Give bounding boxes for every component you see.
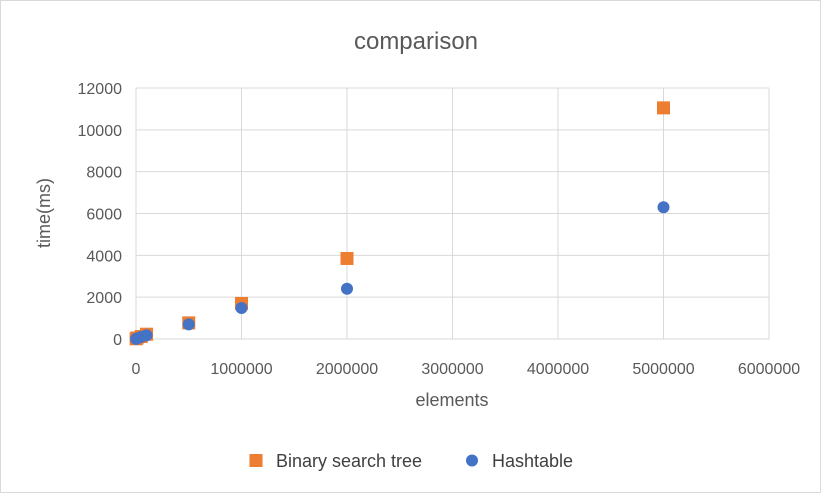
bst-point [657, 101, 670, 115]
legend-label: Hashtable [492, 451, 573, 471]
y-tick-label: 2000 [86, 290, 122, 307]
bst-point [340, 251, 354, 265]
y-tick-label: 6000 [86, 207, 122, 224]
hashtable-point [235, 302, 248, 315]
x-tick-label: 3000000 [421, 361, 483, 378]
x-tick-label: 0 [132, 361, 141, 378]
y-tick-label: 0 [113, 332, 122, 349]
x-axis-title: elements [415, 390, 488, 410]
hashtable-point [140, 329, 153, 342]
y-tick-label: 10000 [78, 123, 123, 140]
legend-label: Binary search tree [276, 451, 422, 471]
y-axis-ticks: 0 2000 4000 6000 8000 10000 12000 [78, 81, 123, 349]
y-axis-title: time(ms) [34, 178, 54, 248]
x-tick-label: 5000000 [632, 361, 694, 378]
gridlines [135, 87, 770, 340]
hashtable-point [341, 282, 353, 295]
data-points [129, 101, 670, 346]
hashtable-point [657, 201, 670, 214]
x-tick-label: 4000000 [527, 361, 589, 378]
legend-marker-circle [466, 454, 478, 467]
y-tick-label: 8000 [86, 165, 122, 182]
x-tick-label: 1000000 [210, 361, 272, 378]
y-tick-label: 12000 [78, 81, 123, 98]
legend: Binary search tree Hashtable [249, 451, 573, 471]
y-tick-label: 4000 [86, 248, 122, 265]
legend-marker-square [249, 454, 263, 467]
hashtable-point [182, 318, 195, 331]
chart-title: comparison [354, 28, 478, 55]
x-tick-label: 2000000 [316, 361, 378, 378]
x-axis-ticks: 0 1000000 2000000 3000000 4000000 5000000 6000… [132, 361, 801, 378]
x-tick-label: 6000000 [738, 361, 800, 378]
